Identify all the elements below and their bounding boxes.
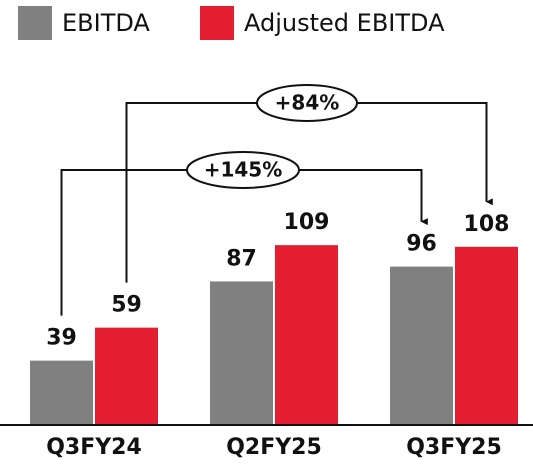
value-label: 87 bbox=[226, 246, 257, 271]
value-label: 109 bbox=[284, 210, 330, 235]
value-label: 108 bbox=[464, 212, 510, 237]
value-label: 59 bbox=[111, 293, 142, 318]
bar bbox=[275, 245, 338, 425]
annotation: +84% bbox=[275, 91, 340, 115]
legend-swatch bbox=[200, 6, 234, 40]
bar bbox=[455, 246, 518, 425]
legend-swatch bbox=[18, 6, 52, 40]
x-tick-label: Q2FY25 bbox=[226, 435, 322, 460]
annotation: +145% bbox=[204, 158, 283, 182]
value-label: 39 bbox=[46, 326, 77, 351]
bar bbox=[210, 281, 273, 425]
bar bbox=[30, 360, 93, 425]
annotation-bubble bbox=[256, 84, 358, 122]
annotation-bubble bbox=[186, 151, 300, 189]
bar bbox=[95, 327, 158, 425]
legend-label: EBITDA bbox=[62, 9, 150, 37]
value-label: 96 bbox=[406, 232, 437, 257]
x-tick-label: Q3FY24 bbox=[46, 435, 142, 460]
legend-label: Adjusted EBITDA bbox=[244, 9, 445, 37]
bar bbox=[390, 266, 453, 425]
x-tick-label: Q3FY25 bbox=[406, 435, 502, 460]
